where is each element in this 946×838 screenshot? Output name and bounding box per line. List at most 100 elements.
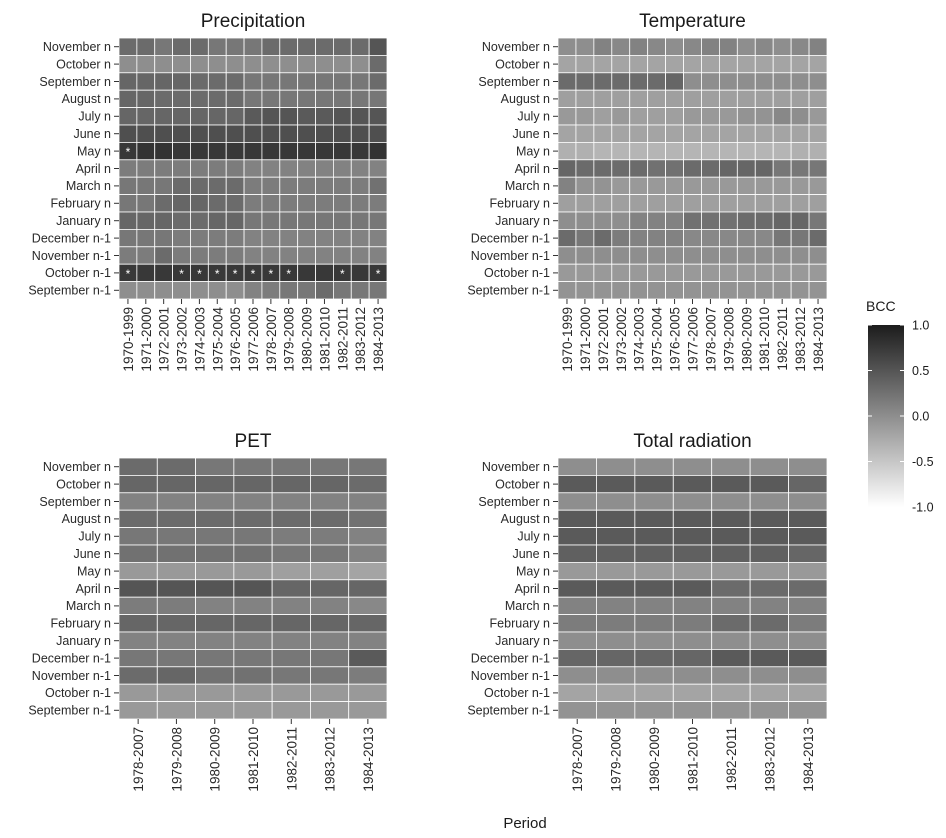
heatmap-cell [271,649,311,668]
heatmap-cell [225,246,245,265]
heatmap-cell [297,55,316,74]
heatmap-cell [808,228,828,248]
heatmap-cell [790,55,810,74]
y-tick-label: July n [78,530,111,544]
heatmap-cell [154,246,174,265]
heatmap-cell [118,457,158,476]
heatmap-cell [593,228,613,248]
x-tick-label: 1976-2005 [668,307,683,372]
heatmap-cell [207,159,227,178]
heatmap-cell [557,89,577,108]
heatmap-cell [279,246,299,265]
heatmap-cell [243,141,263,161]
heatmap-cell [297,211,316,230]
y-tick-label: December n-1 [471,651,550,665]
heatmap-cell [749,701,789,720]
heatmap-cell [749,596,789,616]
heatmap-cell [271,631,311,650]
heatmap-cell [190,124,209,143]
heatmap-cell [683,141,702,161]
heatmap-cell [701,107,720,126]
heatmap-cell [156,492,196,511]
heatmap-cell [348,457,388,476]
heatmap-cell [719,72,738,91]
heatmap-cell [634,666,674,685]
heatmap-cell [172,211,191,230]
significance-marker: * [286,267,291,281]
heatmap-cell [647,246,667,265]
heatmap-cell [332,246,352,265]
heatmap-cell [195,562,235,581]
heatmap-cell [154,281,174,300]
heatmap-cell [749,666,789,685]
heatmap-cell [118,544,158,563]
heatmap-cell [683,211,702,230]
heatmap-cell [348,683,388,703]
panel-1: Temperature November n October n September … [467,11,828,372]
panel-2: PET November n October n September n August … [28,431,388,792]
heatmap-cell [772,194,792,213]
heatmap-cell [647,228,667,248]
heatmap-cell [575,159,595,178]
x-tick-label: 1979-2008 [609,727,624,792]
heatmap-cell [172,228,191,248]
heatmap-cell [154,107,174,126]
heatmap-cell [575,141,595,161]
heatmap-cell [672,649,713,668]
heatmap-cell [754,37,774,56]
heatmap-cell [190,176,209,195]
heatmap-cell [368,72,388,91]
heatmap-cell [808,263,828,283]
heatmap-cell [647,281,667,300]
heatmap-cell [315,72,334,91]
heatmap-cell [629,211,649,230]
y-tick-label: February n [490,617,550,631]
heatmap-cell [634,457,674,476]
heatmap-cell [596,509,636,529]
heatmap-cell [749,457,789,476]
heatmap-cell [136,37,156,56]
heatmap-cell [593,263,613,283]
heatmap-cell [596,649,636,668]
x-tick-label: 1977-2006 [246,307,261,372]
y-tick-label: September n-1 [28,284,111,298]
heatmap-cell [350,107,370,126]
heatmap-cell [754,281,774,300]
heatmap-cell [332,37,352,56]
heatmap-cell [350,37,370,56]
heatmap-cell [315,176,334,195]
heatmap-cell [368,141,388,161]
heatmap-cell [118,579,158,598]
heatmap-cell [557,474,597,494]
y-tick-label: September n [478,495,550,509]
heatmap-cell [808,176,828,195]
heatmap-cell [665,176,684,195]
heatmap-cell [719,159,738,178]
heatmap-cell [297,72,316,91]
heatmap-cell [207,211,227,230]
heatmap-cell [629,281,649,300]
x-tick-label: 1984-2013 [801,727,816,792]
heatmap-cell [629,263,649,283]
heatmap-cell [118,246,138,265]
heatmap-cell [332,228,352,248]
heatmap-cell [596,596,636,616]
y-tick-label: August n [501,512,550,526]
heatmap-cell [118,124,138,143]
x-tick-label: 1973-2002 [175,307,190,372]
heatmap-cell [279,124,299,143]
heatmap-cell [719,176,738,195]
heatmap-cell [225,107,245,126]
x-tick-label: 1980-2009 [300,307,315,372]
heatmap-cell [711,683,751,703]
heatmap-cell [736,107,756,126]
y-tick-label: May n [77,144,111,158]
heatmap-cell [332,72,352,91]
heatmap-cell [350,211,370,230]
heatmap-cell [243,124,263,143]
heatmap-cell [719,211,738,230]
y-tick-label: December n-1 [471,231,550,245]
heatmap-cell [719,107,738,126]
heatmap-cell [790,194,810,213]
heatmap-cell [172,281,191,300]
